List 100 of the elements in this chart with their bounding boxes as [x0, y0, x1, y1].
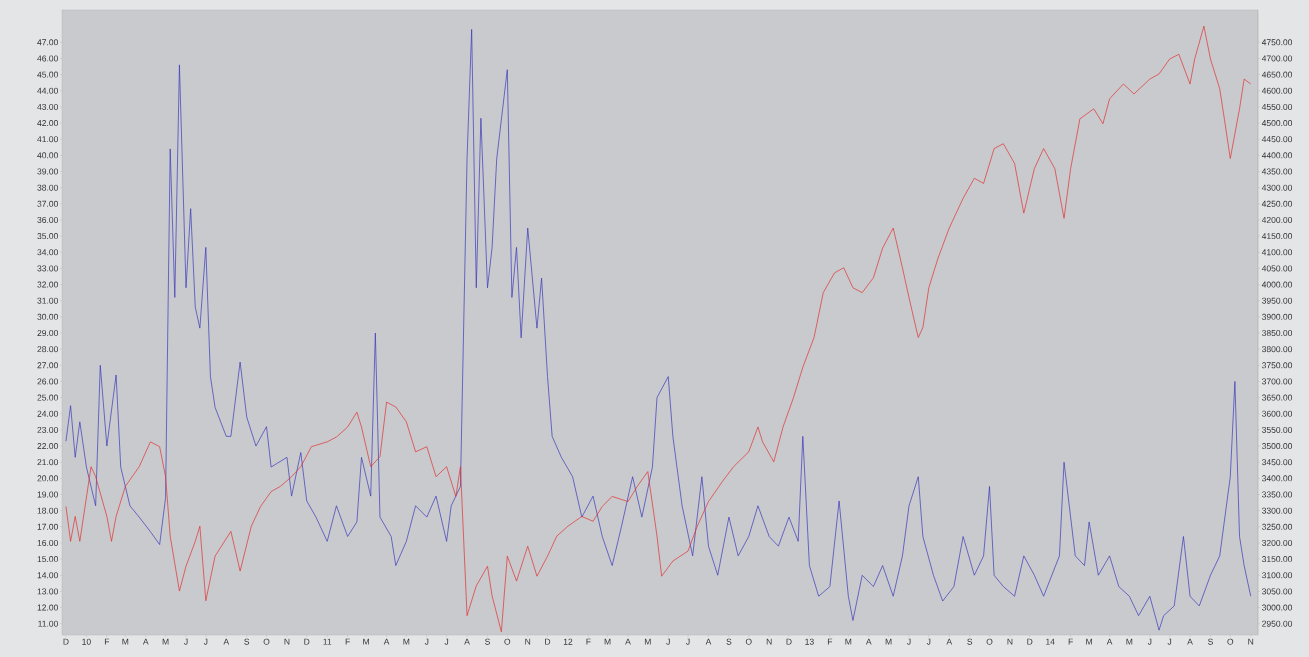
- y-tick-label: 41.00: [37, 136, 58, 143]
- x-tick-label: J: [203, 638, 208, 645]
- y-tick-label: 39.00: [37, 168, 58, 175]
- x-tick-label: 10: [82, 638, 91, 645]
- y-tick-label: 23.00: [37, 426, 58, 433]
- x-tick-label: D: [63, 638, 69, 645]
- y2-tick-label: 4650.00: [1261, 71, 1293, 78]
- y-tick-label: 15.00: [37, 556, 58, 563]
- y2-tick-label: 4350.00: [1261, 168, 1293, 175]
- x-tick-label: J: [424, 638, 429, 645]
- x-tick-label: O: [986, 638, 993, 645]
- y2-tick-label: 4150.00: [1261, 233, 1293, 240]
- x-tick-label: N: [1007, 638, 1013, 645]
- x-tick-label: O: [1227, 638, 1234, 645]
- y2-tick-label: 3000.00: [1262, 604, 1293, 611]
- y2-tick-label: 4450.00: [1261, 136, 1293, 143]
- y-tick-label: 44.00: [37, 87, 58, 94]
- x-tick-label: S: [244, 638, 250, 645]
- x-tick-label: A: [865, 638, 872, 645]
- y-tick-label: 28.00: [37, 346, 58, 353]
- y2-tick-label: 4700.00: [1261, 55, 1293, 62]
- y2-tick-label: 3200.00: [1262, 539, 1293, 546]
- y2-tick-label: 3450.00: [1262, 459, 1293, 466]
- y-tick-label: 32.00: [37, 281, 58, 288]
- y2-tick-label: 4750.00: [1261, 39, 1293, 46]
- y2-tick-label: 3150.00: [1262, 556, 1293, 563]
- y2-tick-label: 4000.00: [1261, 281, 1293, 288]
- y-tick-label: 33.00: [37, 265, 58, 272]
- x-tick-label: O: [263, 638, 270, 645]
- y2-tick-label: 3600.00: [1262, 410, 1293, 417]
- y2-tick-label: 3950.00: [1262, 297, 1293, 304]
- x-tick-label: D: [1027, 638, 1033, 645]
- x-tick-label: J: [686, 638, 690, 645]
- x-tick-label: A: [223, 638, 230, 645]
- y-tick-label: 21.00: [37, 459, 58, 466]
- x-tick-label: J: [1167, 638, 1172, 645]
- x-tick-label: M: [885, 638, 892, 645]
- y2-tick-label: 4500.00: [1261, 120, 1293, 127]
- y2-tick-label: 3500.00: [1262, 443, 1293, 450]
- x-tick-label: 14: [1046, 638, 1055, 645]
- y-tick-label: 27.00: [37, 362, 58, 369]
- y2-tick-label: 4250.00: [1261, 200, 1293, 207]
- x-tick-label: F: [1068, 638, 1073, 645]
- y-tick-label: 19.00: [37, 491, 58, 498]
- x-tick-label: 11: [323, 638, 332, 645]
- y-tick-label: 36.00: [37, 216, 58, 223]
- x-tick-label: 12: [563, 638, 573, 645]
- y2-tick-label: 4600.00: [1261, 87, 1293, 94]
- y-tick-label: 20.00: [37, 475, 58, 482]
- y2-tick-label: 3350.00: [1262, 491, 1293, 498]
- x-tick-label: J: [1147, 638, 1152, 645]
- y-tick-label: 34.00: [37, 249, 58, 256]
- x-tick-label: M: [162, 638, 169, 645]
- y-tick-label: 12.00: [37, 604, 58, 611]
- y-tick-label: 47.00: [37, 39, 58, 46]
- x-tick-label: S: [967, 638, 973, 645]
- y2-tick-label: 3800.00: [1262, 346, 1293, 353]
- x-tick-label: N: [766, 638, 772, 645]
- y2-tick-label: 3050.00: [1262, 588, 1293, 595]
- x-tick-label: J: [926, 638, 931, 645]
- y-tick-label: 38.00: [37, 184, 58, 191]
- y-tick-label: 31.00: [37, 297, 58, 304]
- x-tick-label: O: [745, 638, 752, 645]
- x-tick-label: A: [142, 638, 149, 645]
- y-tick-label: 18.00: [37, 507, 58, 514]
- x-tick-label: J: [184, 638, 188, 645]
- x-tick-label: A: [705, 638, 712, 645]
- x-tick-label: F: [586, 638, 591, 645]
- y2-tick-label: 4200.00: [1261, 216, 1293, 223]
- y2-tick-label: 3650.00: [1262, 394, 1293, 401]
- x-tick-label: N: [1248, 638, 1254, 645]
- x-tick-label: M: [363, 638, 369, 645]
- y-tick-label: 17.00: [37, 523, 58, 530]
- x-tick-label: M: [604, 638, 611, 645]
- y2-tick-label: 4550.00: [1261, 103, 1293, 110]
- y-tick-label: 46.00: [37, 55, 58, 62]
- y2-tick-label: 2950.00: [1262, 620, 1293, 627]
- x-tick-label: S: [726, 638, 732, 645]
- x-tick-label: S: [1208, 638, 1213, 645]
- x-tick-label: M: [1086, 638, 1092, 645]
- x-tick-label: M: [644, 638, 651, 645]
- y-tick-label: 14.00: [37, 572, 58, 579]
- y2-tick-label: 3100.00: [1262, 572, 1293, 579]
- y-tick-label: 35.00: [37, 233, 58, 240]
- y2-tick-label: 3900.00: [1262, 313, 1293, 320]
- x-tick-label: 13: [805, 638, 814, 645]
- y2-tick-label: 3300.00: [1262, 507, 1293, 514]
- x-tick-label: N: [525, 638, 531, 645]
- x-tick-label: J: [444, 638, 449, 645]
- y2-tick-label: 3550.00: [1262, 426, 1293, 433]
- x-tick-label: O: [504, 638, 511, 645]
- x-tick-label: F: [104, 638, 110, 645]
- y-tick-label: 37.00: [37, 200, 58, 207]
- x-tick-label: D: [786, 638, 792, 645]
- x-tick-label: A: [625, 638, 631, 645]
- x-tick-label: D: [304, 638, 310, 645]
- x-tick-label: S: [485, 638, 490, 645]
- y-tick-label: 13.00: [37, 588, 58, 595]
- x-tick-label: A: [1187, 638, 1193, 645]
- y-tick-label: 26.00: [37, 378, 58, 385]
